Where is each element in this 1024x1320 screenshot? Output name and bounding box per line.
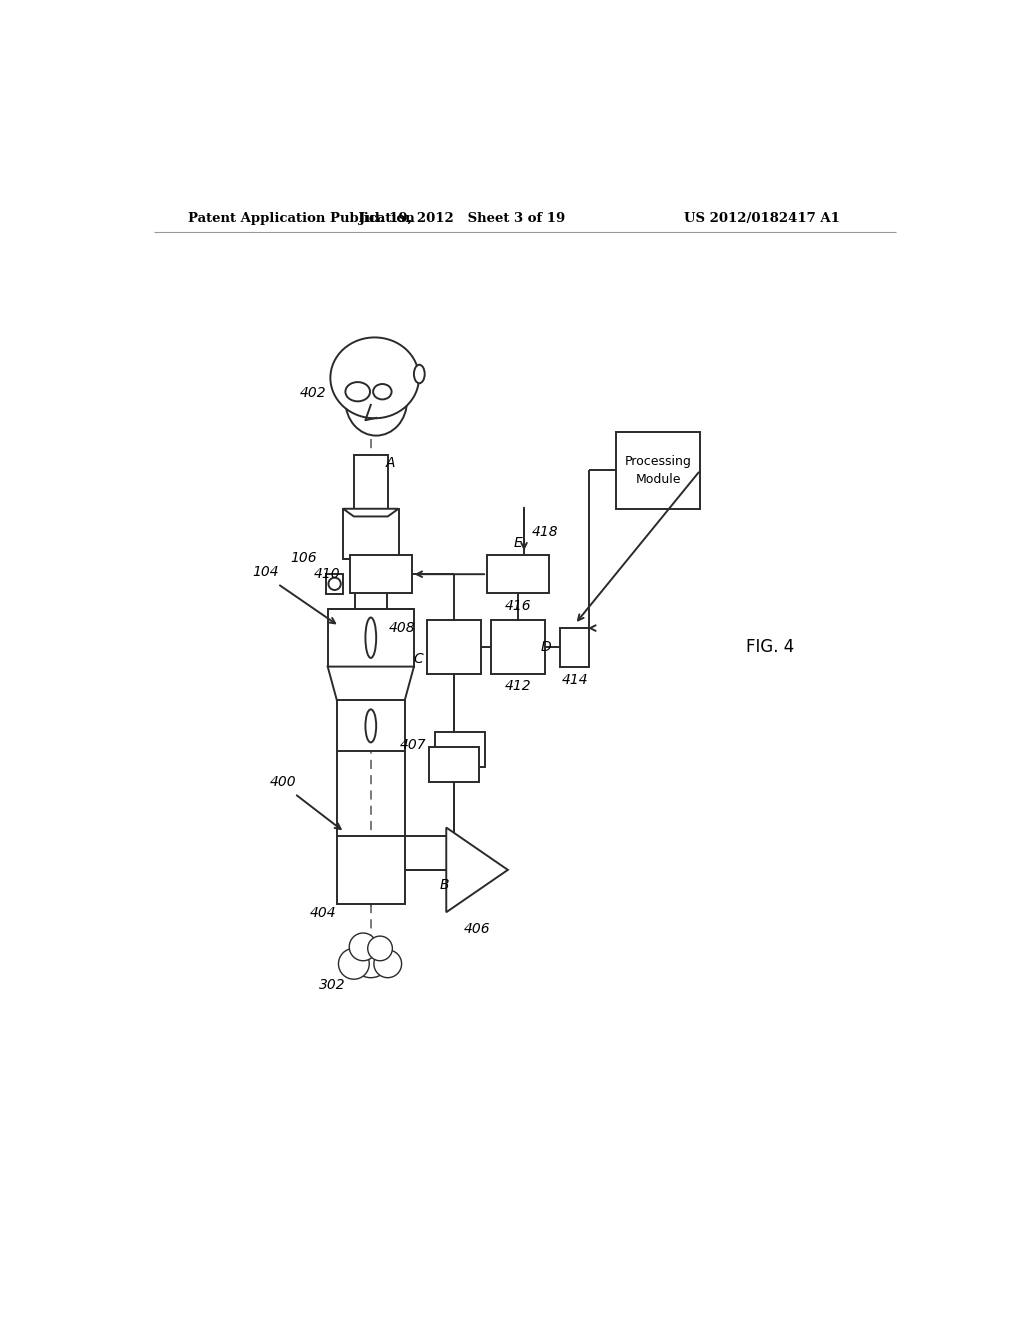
Bar xyxy=(615,432,700,508)
Bar xyxy=(337,836,404,904)
Text: 412: 412 xyxy=(505,678,531,693)
Ellipse shape xyxy=(373,384,391,400)
Text: 416: 416 xyxy=(505,599,531,612)
Ellipse shape xyxy=(331,338,419,418)
Text: C: C xyxy=(414,652,423,665)
Text: 410: 410 xyxy=(314,568,341,581)
Polygon shape xyxy=(343,508,398,516)
Text: Patent Application Publication: Patent Application Publication xyxy=(188,213,415,224)
Text: FIG. 4: FIG. 4 xyxy=(745,639,794,656)
Text: Processing: Processing xyxy=(625,454,691,467)
Text: 402: 402 xyxy=(300,387,327,400)
Text: US 2012/0182417 A1: US 2012/0182417 A1 xyxy=(684,213,840,224)
Text: 406: 406 xyxy=(464,923,490,936)
Bar xyxy=(490,620,545,675)
Bar xyxy=(328,609,414,667)
Polygon shape xyxy=(328,667,414,701)
Circle shape xyxy=(374,950,401,978)
Text: E: E xyxy=(513,536,522,550)
Circle shape xyxy=(368,936,392,961)
Bar xyxy=(429,747,479,781)
Text: A: A xyxy=(385,455,395,470)
Bar xyxy=(337,701,404,751)
Bar xyxy=(354,455,388,516)
Text: 106: 106 xyxy=(290,552,316,565)
Text: 400: 400 xyxy=(269,775,296,789)
Text: D: D xyxy=(541,640,551,655)
Circle shape xyxy=(329,578,341,590)
Circle shape xyxy=(351,937,391,978)
Text: 407: 407 xyxy=(400,738,427,752)
Bar xyxy=(435,733,484,767)
Ellipse shape xyxy=(414,364,425,383)
Text: 418: 418 xyxy=(531,525,558,539)
Text: Module: Module xyxy=(635,473,681,486)
Text: 104: 104 xyxy=(253,565,280,579)
Polygon shape xyxy=(446,828,508,912)
Bar xyxy=(427,620,481,675)
Ellipse shape xyxy=(366,709,376,742)
Text: 414: 414 xyxy=(561,673,588,688)
Ellipse shape xyxy=(345,381,370,401)
Text: Jul. 19, 2012   Sheet 3 of 19: Jul. 19, 2012 Sheet 3 of 19 xyxy=(358,213,565,224)
Bar xyxy=(350,554,412,594)
Text: B: B xyxy=(440,878,450,892)
Bar xyxy=(560,628,590,667)
Bar xyxy=(326,574,343,594)
Bar xyxy=(354,558,387,609)
Ellipse shape xyxy=(366,618,376,657)
Bar xyxy=(487,554,549,594)
Ellipse shape xyxy=(345,367,407,436)
Text: 408: 408 xyxy=(389,622,416,635)
Bar xyxy=(343,508,398,558)
Text: 302: 302 xyxy=(319,978,346,991)
Circle shape xyxy=(349,933,377,961)
Text: 404: 404 xyxy=(309,906,336,920)
Circle shape xyxy=(339,949,370,979)
